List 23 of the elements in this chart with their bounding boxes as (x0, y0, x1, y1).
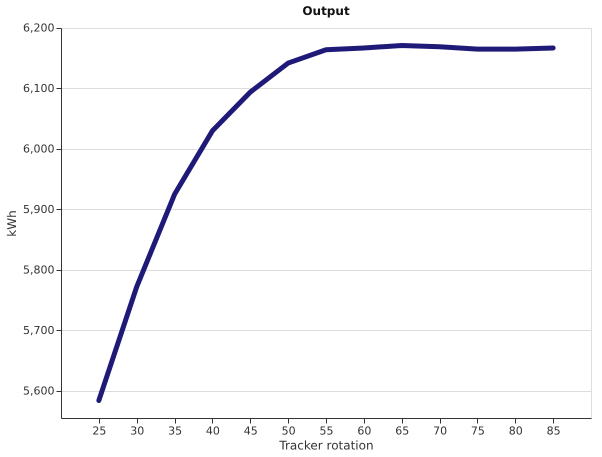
x-tick-label: 40 (206, 424, 220, 438)
x-tick-label: 60 (357, 424, 372, 438)
x-tick-label: 65 (395, 424, 410, 438)
x-tick-label: 70 (433, 424, 448, 438)
y-tick-label: 5,900 (23, 202, 54, 216)
x-tick-label: 30 (130, 424, 144, 438)
x-tick-label: 75 (470, 424, 485, 438)
y-tick-label: 5,800 (23, 263, 54, 276)
chart-title: Output (302, 4, 350, 18)
x-tick-label: 80 (508, 424, 523, 438)
x-tick-label: 50 (282, 424, 296, 438)
x-tick-label: 35 (168, 424, 182, 438)
y-tick-label: 6,100 (23, 82, 54, 95)
y-tick-label: 5,600 (23, 384, 54, 398)
y-tick-label: 6,200 (23, 22, 54, 34)
y-tick-label: 6,000 (23, 142, 54, 156)
x-tick-label: 25 (92, 424, 106, 438)
x-tick-label: 45 (244, 424, 258, 438)
x-tick-label: 85 (546, 424, 561, 438)
x-axis-title: Tracker rotation (278, 438, 374, 452)
y-axis-title: kWh (5, 210, 20, 237)
y-tick-label: 5,700 (23, 324, 54, 337)
x-tick-label: 55 (320, 424, 334, 438)
